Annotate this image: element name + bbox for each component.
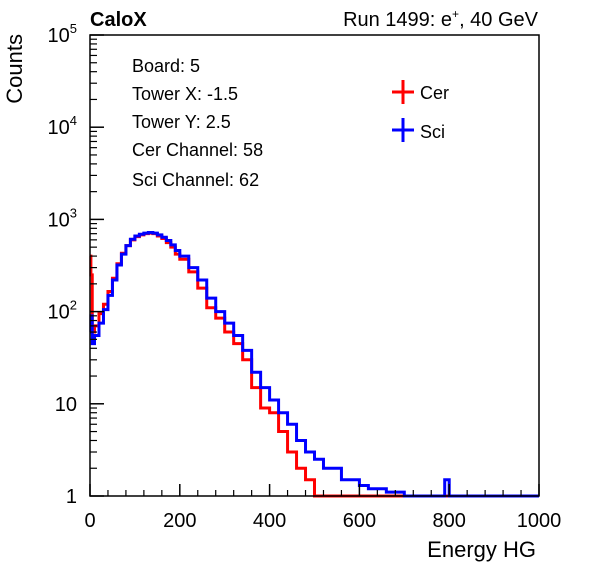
info-tower-y: Tower Y: 2.5 (132, 112, 231, 132)
y-tick-label: 1 (66, 486, 77, 508)
info-box: Board: 5 Tower X: -1.5 Tower Y: 2.5 Cer … (132, 56, 263, 190)
legend-marker-cer (392, 80, 414, 104)
legend-label-cer: Cer (420, 83, 449, 103)
info-cer-channel: Cer Channel: 58 (132, 140, 263, 160)
legend-marker-sci (392, 118, 414, 142)
y-tick-label: 103 (48, 205, 77, 231)
info-board: Board: 5 (132, 56, 200, 76)
info-sci-channel: Sci Channel: 62 (132, 170, 259, 190)
series-sci (89, 231, 539, 498)
ticks-layer: 0 200 400 600 800 1000 1 10 102 103 104 105 (48, 21, 562, 532)
experiment-label: CaloX (90, 9, 147, 31)
y-tick-label: 105 (48, 21, 77, 47)
run-label: Run 1499: e+, 40 GeV (343, 7, 539, 31)
y-tick-label: 104 (48, 113, 77, 139)
x-axis-label: Energy HG (427, 537, 536, 562)
x-tick-label: 600 (343, 510, 376, 532)
x-tick-label: 0 (84, 510, 95, 532)
y-tick-label: 102 (48, 298, 77, 324)
legend-label-sci: Sci (420, 122, 445, 142)
plot-frame (89, 34, 540, 497)
y-axis-label: Counts (2, 34, 27, 104)
info-tower-x: Tower X: -1.5 (132, 84, 238, 104)
y-tick-label: 10 (55, 394, 77, 416)
x-tick-label: 200 (163, 510, 196, 532)
legend: Cer Sci (392, 80, 449, 142)
x-tick-label: 400 (253, 510, 286, 532)
x-tick-label: 800 (433, 510, 466, 532)
x-tick-label: 1000 (517, 510, 562, 532)
